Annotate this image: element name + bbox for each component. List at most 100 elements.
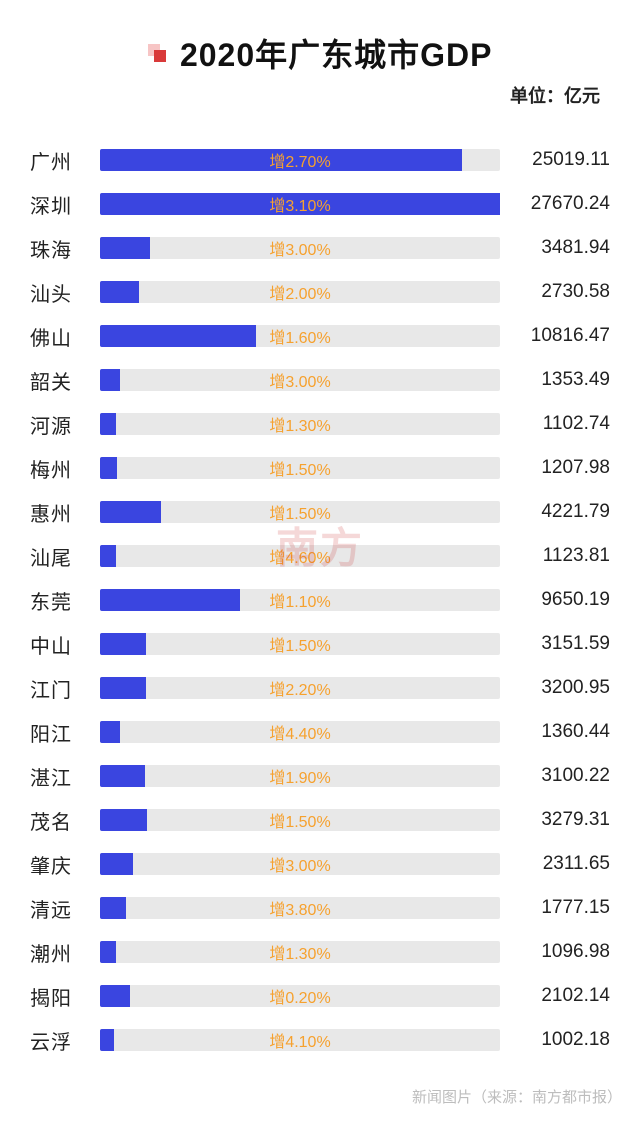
- growth-label: 增1.50%: [269, 500, 330, 524]
- growth-label: 增4.10%: [269, 1028, 330, 1052]
- value-label: 3151.59: [500, 633, 610, 655]
- value-label: 27670.24: [500, 193, 610, 215]
- growth-label: 增4.40%: [269, 720, 330, 744]
- value-label: 25019.11: [500, 149, 610, 171]
- bar-rows: 广州增2.70%25019.11深圳增3.10%27670.24珠海增3.00%…: [30, 138, 610, 1062]
- bar-fill: [100, 677, 146, 699]
- value-label: 3200.95: [500, 677, 610, 699]
- bar-row: 茂名 增1.50% 3279.31: [30, 798, 610, 842]
- growth-label: 增2.70%: [269, 148, 330, 172]
- growth-label: 增1.50%: [269, 456, 330, 480]
- value-label: 2311.65: [500, 853, 610, 875]
- bar-row: 揭阳增0.20%2102.14: [30, 974, 610, 1018]
- bar-fill: [100, 545, 116, 567]
- city-label: 深圳: [30, 190, 100, 219]
- bar-fill: [100, 853, 133, 875]
- growth-label: 增1.10%: [269, 588, 330, 612]
- bar-row: 江门增2.20%3200.95: [30, 666, 610, 710]
- city-label: 江门: [30, 674, 100, 703]
- bar-track: 增1.50%: [100, 457, 500, 479]
- value-label: 10816.47: [500, 325, 610, 347]
- bar-track: 增3.10%: [100, 193, 500, 215]
- city-label: 河源: [30, 410, 100, 439]
- bar-row: 梅州 增1.50% 1207.98: [30, 446, 610, 490]
- city-label: 韶关: [30, 366, 100, 395]
- city-label: 汕头: [30, 278, 100, 307]
- bar-track: 增3.00%: [100, 853, 500, 875]
- unit-label: 单位：亿元: [30, 82, 610, 108]
- title-wrap: 2020年广东城市GDP: [30, 30, 610, 76]
- value-label: 1102.74: [500, 413, 610, 435]
- bar-track: 增2.70%: [100, 149, 500, 171]
- city-label: 潮州: [30, 938, 100, 967]
- bar-track: 增1.50%: [100, 501, 500, 523]
- bar-fill: [100, 941, 116, 963]
- bar-fill: [100, 237, 150, 259]
- growth-label: 增3.00%: [269, 236, 330, 260]
- bar-row: 韶关增3.00%1353.49: [30, 358, 610, 402]
- value-label: 1096.98: [500, 941, 610, 963]
- bar-row: 珠海增3.00%3481.94: [30, 226, 610, 270]
- bar-track: 增3.00%: [100, 237, 500, 259]
- bar-track: 增4.40%: [100, 721, 500, 743]
- city-label: 湛江: [30, 762, 100, 791]
- bar-row: 阳江增4.40%1360.44: [30, 710, 610, 754]
- bar-fill: [100, 809, 147, 831]
- growth-label: 增1.50%: [269, 632, 330, 656]
- bar-row: 深圳 增3.10% 27670.24: [30, 182, 610, 226]
- value-label: 1777.15: [500, 897, 610, 919]
- city-label: 肇庆: [30, 850, 100, 879]
- bar-track: 增1.10%: [100, 589, 500, 611]
- bar-track: 增3.80%: [100, 897, 500, 919]
- value-label: 3100.22: [500, 765, 610, 787]
- bar-fill: [100, 633, 146, 655]
- value-label: 1123.81: [500, 545, 610, 567]
- bar-row: 肇庆 增3.00% 2311.65: [30, 842, 610, 886]
- bar-fill: [100, 721, 120, 743]
- growth-label: 增3.80%: [269, 896, 330, 920]
- bar-fill: [100, 985, 130, 1007]
- growth-label: 增1.30%: [269, 940, 330, 964]
- city-label: 汕尾: [30, 542, 100, 571]
- growth-label: 增4.60%: [269, 544, 330, 568]
- title-accent-icon: [148, 44, 168, 64]
- bar-track: 增4.60%: [100, 545, 500, 567]
- bar-track: 增2.20%: [100, 677, 500, 699]
- bar-track: 增1.90%: [100, 765, 500, 787]
- growth-label: 增3.10%: [269, 192, 330, 216]
- bar-row: 云浮增4.10%1002.18: [30, 1018, 610, 1062]
- bar-fill: [100, 413, 116, 435]
- city-label: 揭阳: [30, 982, 100, 1011]
- bar-row: 中山增1.50%3151.59: [30, 622, 610, 666]
- value-label: 4221.79: [500, 501, 610, 523]
- bar-track: 增1.50%: [100, 809, 500, 831]
- chart-title: 2020年广东城市GDP: [180, 30, 493, 76]
- chart-container: 2020年广东城市GDP 单位：亿元 广州增2.70%25019.11深圳增3.…: [0, 0, 640, 1072]
- bar-row: 汕尾 增4.60% 1123.81: [30, 534, 610, 578]
- city-label: 茂名: [30, 806, 100, 835]
- bar-row: 广州增2.70%25019.11: [30, 138, 610, 182]
- growth-label: 增1.50%: [269, 808, 330, 832]
- bar-fill: [100, 589, 240, 611]
- bar-row: 汕头增2.00%2730.58: [30, 270, 610, 314]
- growth-label: 增3.00%: [269, 852, 330, 876]
- bar-fill: [100, 1029, 114, 1051]
- growth-label: 增1.90%: [269, 764, 330, 788]
- bar-row: 湛江 增1.90% 3100.22: [30, 754, 610, 798]
- city-label: 梅州: [30, 454, 100, 483]
- bar-fill: [100, 765, 145, 787]
- bar-fill: [100, 501, 161, 523]
- bar-track: 增0.20%: [100, 985, 500, 1007]
- bar-track: 增1.60%: [100, 325, 500, 347]
- value-label: 1207.98: [500, 457, 610, 479]
- bar-row: 佛山增1.60%10816.47: [30, 314, 610, 358]
- bar-row: 东莞增1.10%9650.19: [30, 578, 610, 622]
- value-label: 3481.94: [500, 237, 610, 259]
- value-label: 1353.49: [500, 369, 610, 391]
- bar-fill: [100, 457, 117, 479]
- value-label: 1002.18: [500, 1029, 610, 1051]
- caption: 新闻图片（来源：南方都市报）: [0, 1072, 640, 1125]
- bar-track: 增1.30%: [100, 413, 500, 435]
- value-label: 3279.31: [500, 809, 610, 831]
- city-label: 清远: [30, 894, 100, 923]
